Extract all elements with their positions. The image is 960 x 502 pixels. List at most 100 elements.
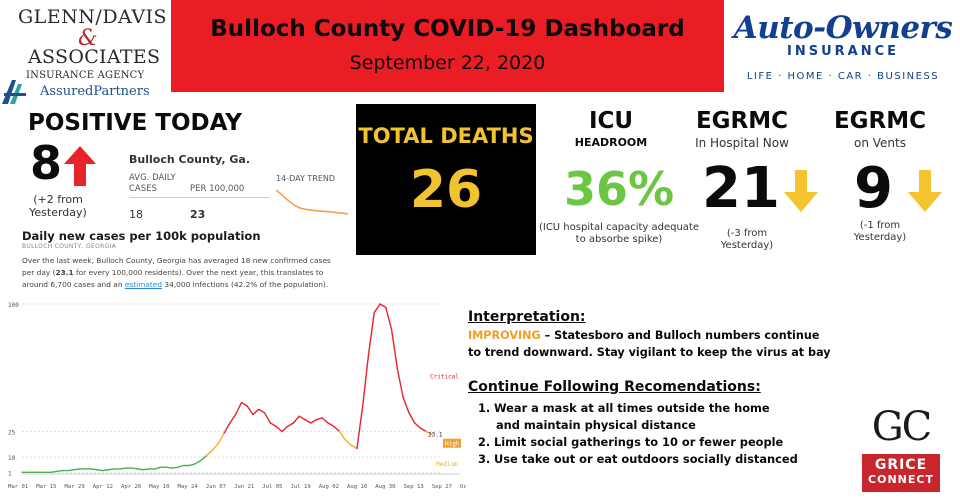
positive-today-title: POSITIVE TODAY [28, 110, 242, 136]
series-segment [171, 466, 179, 469]
x-tick-label: May 24 [178, 484, 199, 490]
logo-line-1: GLENN/DAVIS [18, 6, 168, 28]
x-tick-label: Sep 13 [404, 484, 424, 490]
series-segment [356, 405, 364, 450]
auto-owners-insurance: INSURANCE [786, 44, 899, 59]
egrmc-hospital-note: (-3 from Yesterday) [720, 228, 774, 251]
series-segment [119, 467, 127, 470]
series-segment [408, 412, 416, 424]
series-segment [50, 470, 58, 474]
series-segment [200, 454, 208, 462]
series-segment [90, 468, 98, 471]
egrmc-vents-title: EGRMC [833, 108, 927, 134]
egrmc-vents-subtitle: on Vents [854, 136, 906, 150]
series-segment [154, 466, 162, 470]
yellow-down-arrow-icon [908, 170, 942, 212]
series-segment [206, 449, 214, 457]
x-tick-label: Sep 27 [432, 484, 452, 490]
estimated-link[interactable]: estimated [124, 280, 163, 289]
gc-line-1: GRICE [874, 457, 928, 473]
list-item-continued: and maintain physical distance [478, 417, 868, 434]
x-tick-label: Aug 02 [319, 484, 339, 490]
x-tick-label: Aug 30 [375, 484, 395, 490]
series-segment [246, 405, 254, 416]
series-segment [252, 408, 260, 416]
icu-title: ICU [588, 108, 634, 134]
item-number: 1. [478, 401, 491, 415]
desc-part-1: Over the last week, Bulloch County, Geor… [22, 256, 331, 277]
series-segment [402, 396, 410, 414]
series-segment [55, 469, 64, 473]
y-tick-label: 10 [8, 455, 16, 462]
series-segment [281, 425, 289, 433]
gc-line-2: CONNECT [868, 473, 934, 486]
list-item: 2. Limit social gatherings to 10 or fewer… [478, 434, 868, 451]
desc-part-2: for every 100,000 residents). Over the n… [22, 268, 324, 289]
y-tick-label: 25 [8, 430, 16, 437]
logo-ampersand: & [78, 26, 98, 51]
series-segment [263, 412, 272, 424]
icu-note: (ICU hospital capacity adequate to absor… [538, 222, 700, 245]
series-segment [269, 422, 277, 428]
series-segment [379, 303, 387, 309]
series-segment [327, 422, 335, 428]
series-segment [217, 432, 225, 445]
avg-daily-cases-value: 18 [129, 208, 143, 221]
series-segment [136, 468, 144, 471]
egrmc-hospital-title: EGRMC [695, 108, 789, 134]
list-item: 1. Wear a mask at all times outside the h… [478, 400, 868, 417]
series-segment [338, 430, 347, 441]
series-segment [211, 442, 220, 451]
series-segment [102, 469, 110, 472]
trend-sparkline [276, 189, 348, 215]
logo-line-4: AssuredPartners [40, 84, 150, 99]
series-segment [96, 469, 104, 472]
desc-part-3: 34,000 infections (42.2% of the populati… [162, 280, 329, 289]
series-segment [310, 418, 318, 424]
stats-divider [129, 197, 269, 198]
x-tick-label: Jul 19 [291, 484, 311, 490]
page-title: Bulloch County COVID-19 Dashboard [210, 16, 685, 42]
series-segment [367, 311, 375, 356]
item-text: Limit social gatherings to 10 or fewer p… [494, 435, 784, 449]
interpretation-line-2: to trend downward. Stay vigilant to keep… [468, 346, 831, 359]
y-tick-label: 1 [8, 470, 12, 477]
trend-label: 14-DAY TREND [276, 174, 336, 183]
y-tick-label: 100 [8, 302, 19, 309]
medium-label: Medium [436, 461, 458, 468]
per-100k-value: 23 [190, 208, 206, 221]
glenn-davis-logo: GLENN/DAVIS & ASSOCIATES INSURANCE AGENC… [2, 4, 167, 104]
x-tick-label: Mar 01 [8, 484, 28, 490]
series-segment [298, 415, 306, 421]
series-segment [223, 422, 231, 434]
series-segment [362, 354, 370, 407]
egrmc-hospital-value: 21 [702, 156, 780, 221]
grice-connect-logo: GC GRICE CONNECT [856, 404, 946, 496]
high-badge [443, 438, 461, 448]
x-tick-label: Mar 29 [65, 484, 85, 490]
series-segment [419, 427, 427, 433]
series-segment [131, 467, 139, 470]
series-segment [73, 468, 81, 471]
x-tick-label: Mar 15 [36, 484, 56, 490]
red-up-arrow-icon [64, 146, 96, 186]
x-tick-label: Oct 1 [460, 484, 466, 490]
series-segment [286, 422, 295, 428]
list-item: 3. Use take out or eat outdoors socially … [478, 451, 868, 468]
logo-line-2: ASSOCIATES [28, 46, 161, 68]
series-segment [373, 303, 381, 314]
cases-chart-subtitle: BULLOCH COUNTY, GEORGIA [22, 243, 117, 250]
series-segment [304, 418, 312, 424]
daily-cases-chart: 1 10 25 100 Mar 01 Mar 15 Mar 29 Apr 12 Apr 26 Ma… [8, 302, 466, 490]
series-segment [107, 468, 116, 471]
egrmc-vents-note: (-1 from Yesterday) [853, 220, 907, 243]
logo-line-3: INSURANCE AGENCY [26, 70, 145, 81]
item-text: Use take out or eat outdoors socially di… [494, 452, 798, 466]
series-segment [396, 367, 404, 399]
series-segment [350, 444, 358, 450]
series-segment [292, 415, 300, 424]
series-segment [194, 459, 202, 465]
desc-bold: 23.1 [55, 268, 74, 277]
series-segment [67, 469, 75, 472]
series-segment [234, 401, 243, 416]
